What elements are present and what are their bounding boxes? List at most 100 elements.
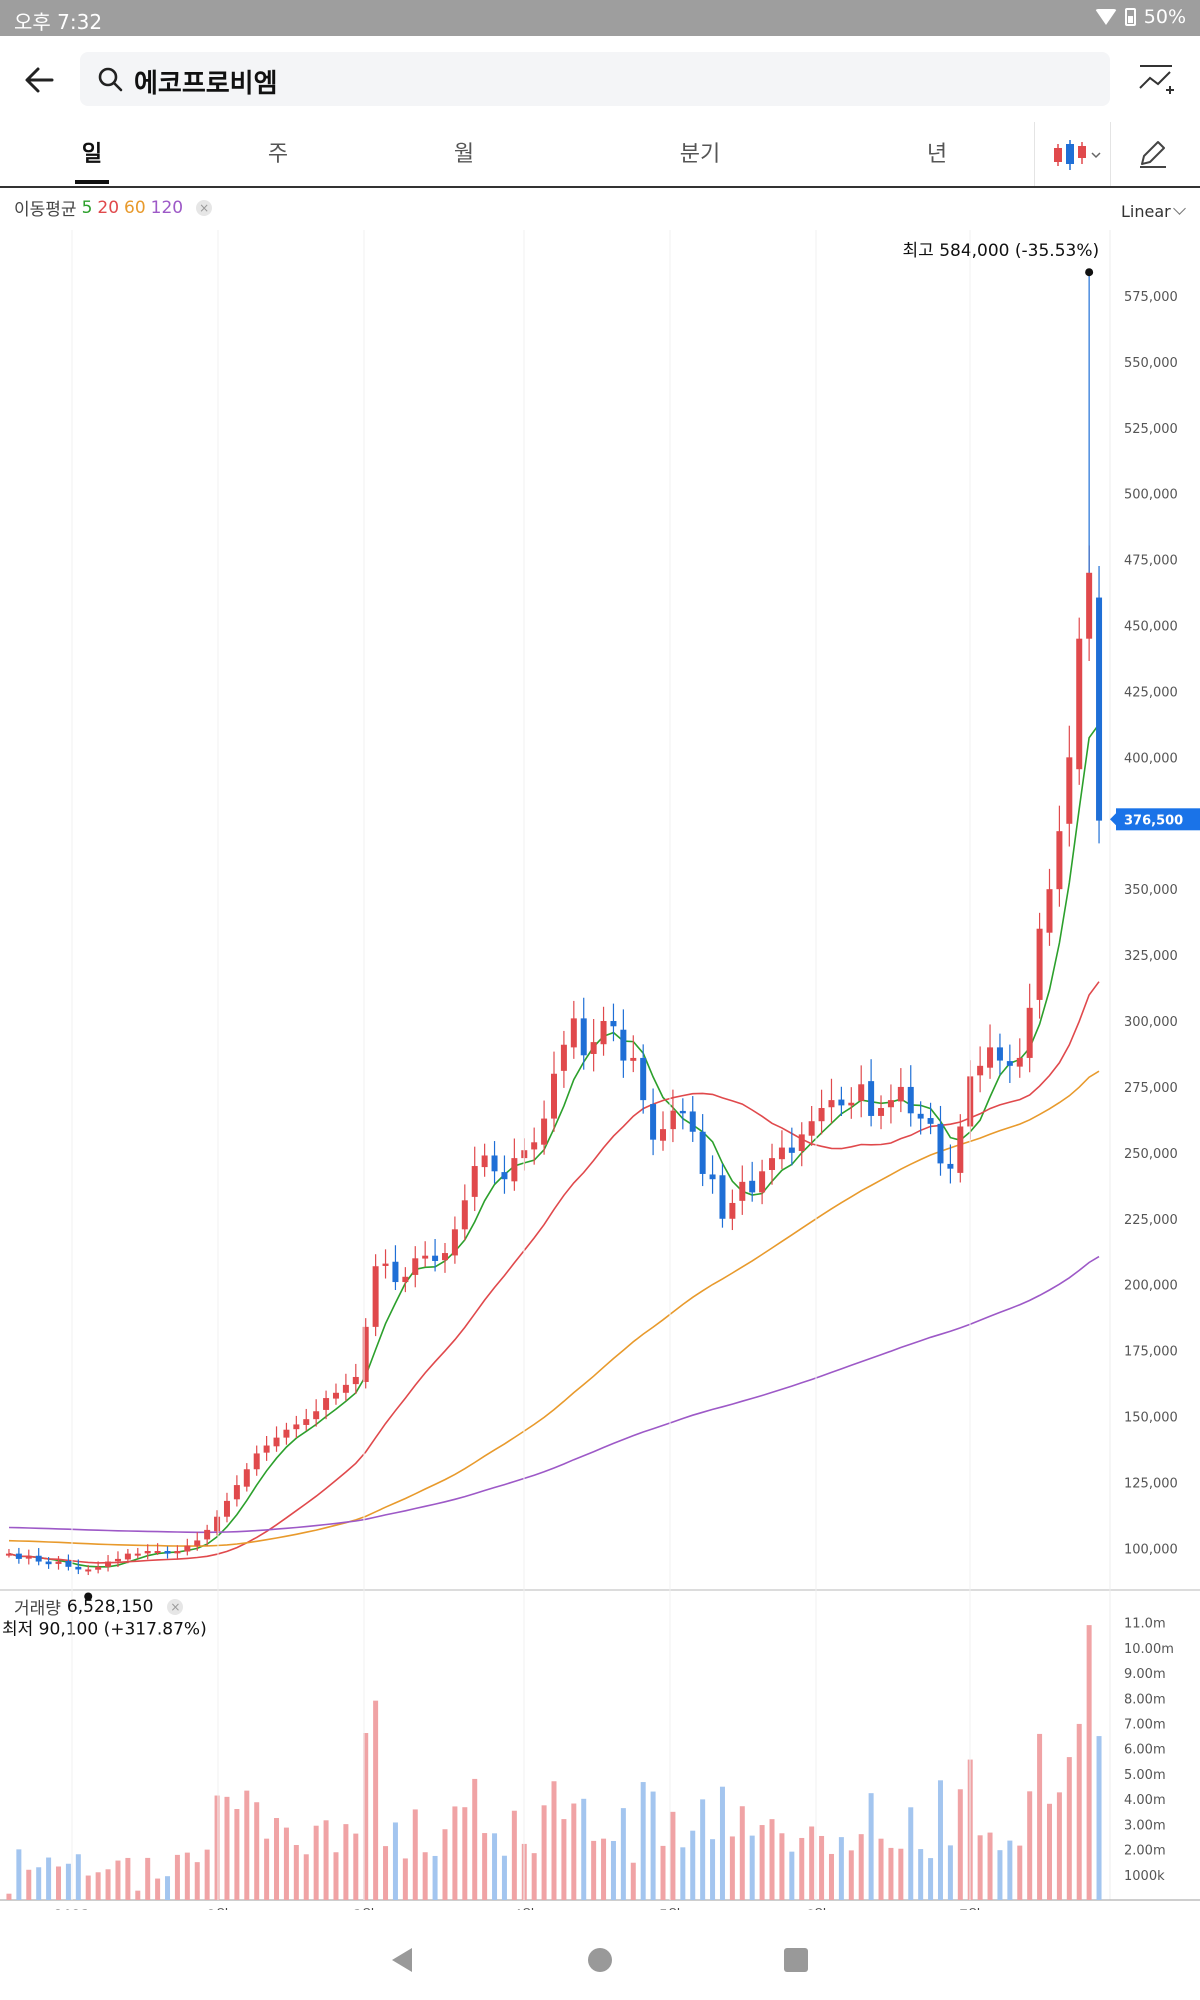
- candle-body: [313, 1411, 320, 1420]
- volume-tick-label: 5.00m: [1124, 1768, 1166, 1783]
- candle-body: [422, 1255, 429, 1259]
- high-marker-label: 최고 584,000 (-35.53%): [903, 241, 1100, 261]
- candle-body: [75, 1566, 82, 1570]
- volume-bar: [412, 1809, 418, 1900]
- price-chart[interactable]: 100,000 125,000 150,000 175,000 200,000 225,0…: [0, 230, 1200, 1910]
- volume-bar: [690, 1830, 696, 1900]
- volume-bar: [95, 1872, 101, 1900]
- candle-body: [332, 1392, 339, 1399]
- volume-bar: [85, 1875, 91, 1900]
- y-tick-label: 500,000: [1124, 488, 1178, 503]
- x-tick-label: 6월: [805, 1908, 827, 1910]
- add-indicator-icon[interactable]: [1136, 58, 1176, 98]
- volume-bar: [125, 1857, 131, 1900]
- volume-legend[interactable]: 거래량 6,528,150 ×: [14, 1594, 184, 1619]
- candle-body: [1026, 1007, 1033, 1058]
- ma-5-label: 5: [81, 197, 93, 218]
- volume-bar: [283, 1827, 289, 1900]
- candle-body: [382, 1263, 389, 1266]
- tab-year[interactable]: 년: [926, 142, 948, 167]
- nav-recent-icon[interactable]: [784, 1948, 808, 1972]
- volume-bar: [26, 1869, 32, 1900]
- candle-body: [838, 1099, 845, 1106]
- volume-bar: [432, 1855, 438, 1900]
- scale-mode-select[interactable]: Linear: [1121, 202, 1171, 221]
- candle-body: [134, 1553, 141, 1556]
- remove-ma-icon[interactable]: ×: [196, 199, 213, 216]
- candle-body: [233, 1485, 240, 1500]
- candle-body: [729, 1202, 736, 1219]
- app-bar: 에코프로비엠: [0, 36, 1200, 122]
- search-input[interactable]: 에코프로비엠: [80, 52, 1110, 106]
- volume-bar: [56, 1866, 62, 1900]
- candle-body: [1076, 638, 1083, 770]
- tab-quarter[interactable]: 분기: [679, 142, 721, 167]
- nav-back-icon[interactable]: [392, 1948, 412, 1972]
- volume-bar: [1076, 1723, 1082, 1900]
- tab-day[interactable]: 일: [81, 142, 103, 167]
- volume-bar: [997, 1850, 1003, 1900]
- volume-tick-label: 9.00m: [1124, 1667, 1166, 1682]
- candle-body: [551, 1073, 557, 1119]
- candle-body: [481, 1155, 488, 1168]
- volume-bar: [601, 1838, 607, 1900]
- remove-volume-icon[interactable]: ×: [167, 1598, 184, 1615]
- battery-icon: [1124, 8, 1136, 26]
- candle-body: [541, 1118, 548, 1145]
- volume-bar: [650, 1791, 656, 1900]
- volume-bar: [155, 1878, 161, 1900]
- x-tick-label: 2월: [207, 1908, 229, 1910]
- volume-bar: [541, 1805, 547, 1900]
- candle-body: [1006, 1061, 1013, 1066]
- status-icons: 50%: [1094, 6, 1186, 28]
- volume-bar: [719, 1786, 725, 1900]
- y-tick-label: 275,000: [1124, 1081, 1178, 1096]
- volume-bar: [947, 1845, 953, 1900]
- tab-week[interactable]: 주: [267, 142, 289, 167]
- candle-body: [342, 1384, 349, 1393]
- candle-body: [1086, 572, 1093, 639]
- volume-bar: [482, 1833, 488, 1900]
- candle-body: [214, 1516, 221, 1532]
- candle-body: [263, 1445, 270, 1453]
- candle-body: [580, 1018, 587, 1056]
- candle-body: [253, 1453, 260, 1470]
- pencil-icon[interactable]: [1136, 136, 1170, 170]
- search-icon: [98, 67, 123, 92]
- candle-body: [471, 1166, 478, 1197]
- ma-20-line: [8, 981, 1100, 1564]
- candle-body: [660, 1129, 667, 1141]
- volume-bar: [392, 1822, 398, 1900]
- chevron-down-icon[interactable]: [1173, 202, 1186, 215]
- candle-body: [1046, 889, 1053, 933]
- volume-bar: [630, 1862, 636, 1900]
- volume-bar: [373, 1700, 379, 1900]
- candle-body: [491, 1155, 498, 1172]
- ma-60-label: 60: [124, 197, 146, 218]
- candle-body: [868, 1081, 875, 1116]
- volume-bar: [422, 1852, 428, 1900]
- ma-legend[interactable]: 이동평균 5 20 60 120 ×: [14, 195, 213, 220]
- volume-bar: [472, 1778, 478, 1900]
- back-arrow-icon[interactable]: [18, 58, 62, 102]
- x-tick-label: 2023: [54, 1908, 90, 1910]
- candle-body: [55, 1561, 62, 1564]
- candlestick-type-icon[interactable]: [1052, 138, 1102, 172]
- y-tick-label: 525,000: [1124, 422, 1178, 437]
- volume-bar: [531, 1853, 537, 1900]
- y-tick-label: 575,000: [1124, 290, 1178, 305]
- volume-bar: [353, 1833, 359, 1900]
- candle-body: [620, 1029, 627, 1061]
- status-bar: 오후 7:32 50%: [0, 0, 1200, 36]
- candle-body: [818, 1108, 825, 1122]
- volume-legend-label: 거래량: [14, 1599, 61, 1619]
- volume-bar: [264, 1838, 270, 1900]
- nav-home-icon[interactable]: [588, 1948, 612, 1972]
- tab-month[interactable]: 월: [453, 142, 475, 167]
- ma-5-line: [8, 723, 1100, 1568]
- volume-tick-label: 4.00m: [1124, 1793, 1166, 1808]
- ma-120-label: 120: [150, 197, 184, 218]
- volume-tick-label: 11.0m: [1124, 1617, 1166, 1632]
- candle-body: [630, 1057, 637, 1061]
- volume-bar: [710, 1839, 716, 1900]
